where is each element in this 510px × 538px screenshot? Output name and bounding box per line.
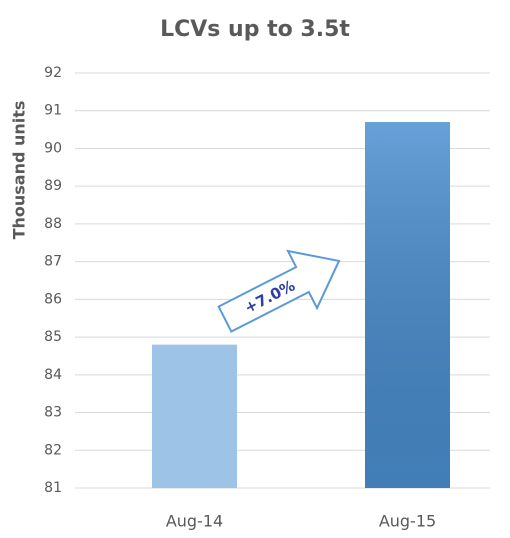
y-tick-label: 89 [44,178,62,194]
x-tick-label: Aug-15 [379,512,436,531]
chart-title: LCVs up to 3.5t [160,17,350,42]
y-axis-label: Thousand units [10,101,29,240]
y-tick-label: 83 [44,405,62,421]
y-tick-label: 92 [44,65,62,81]
y-tick-label: 87 [44,254,62,270]
y-tick-label: 85 [44,329,62,345]
y-tick-label: 81 [44,480,62,496]
growth-arrow: +7.0% [217,249,341,333]
x-tick-label: Aug-14 [166,512,223,531]
y-tick-label: 88 [44,216,62,232]
y-tick-label: 91 [44,103,62,119]
arrow-shape [217,249,341,333]
y-tick-label: 90 [44,140,62,156]
bar-shade [365,122,450,488]
y-tick-label: 82 [44,442,62,458]
y-tick-label: 84 [44,367,62,383]
y-tick-label: 86 [44,291,62,307]
bar [152,344,237,488]
plot-area: 81 82 83 84 85 86 87 88 89 90 91 92 Aug-14 Aug-15 [44,65,490,531]
